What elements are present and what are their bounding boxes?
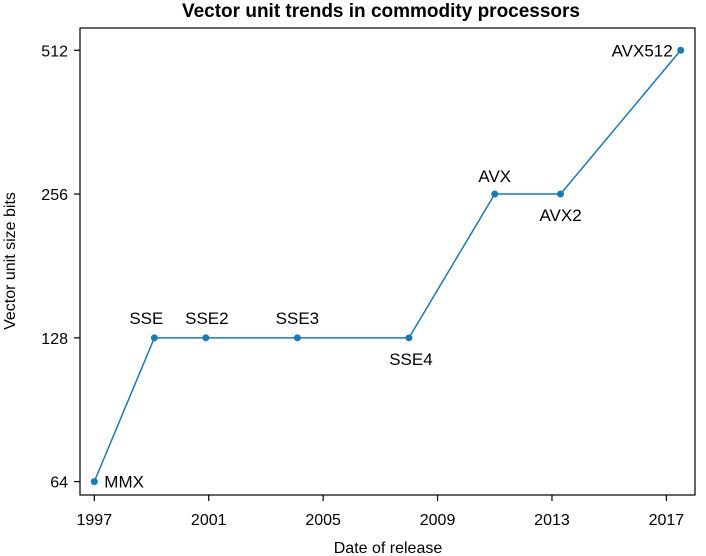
series-line <box>93 49 682 482</box>
data-point-sse2 <box>202 334 210 342</box>
point-label-sse3: SSE3 <box>276 309 319 328</box>
data-point-sse3 <box>293 334 301 342</box>
point-label-avx2: AVX2 <box>539 206 581 225</box>
series-layer: MMX SSE SSE2 SSE3 SSE4 AVX AVX2 AVX512 <box>90 41 685 492</box>
x-axis-label: Date of release <box>334 540 443 556</box>
x-tick-label: 1997 <box>77 512 113 529</box>
data-point-sse <box>150 334 158 342</box>
data-point-avx512 <box>677 46 685 54</box>
y-tick-label: 256 <box>41 187 68 204</box>
y-tick-label: 64 <box>50 475 68 492</box>
plot-frame <box>79 27 696 496</box>
x-tick-label: 2005 <box>305 512 341 529</box>
point-label-sse: SSE <box>129 309 163 328</box>
data-point-avx <box>491 190 499 198</box>
point-label-avx512: AVX512 <box>612 41 673 60</box>
x-tick-label: 2013 <box>534 512 570 529</box>
y-tick-label: 512 <box>41 43 68 60</box>
x-tick-label: 2017 <box>649 512 685 529</box>
chart-title: Vector unit trends in commodity processo… <box>182 1 580 22</box>
y-axis: 64 128 256 512 <box>41 43 80 492</box>
point-label-sse4: SSE4 <box>389 350 432 369</box>
data-point-sse4 <box>405 334 413 342</box>
x-tick-label: 2009 <box>420 512 456 529</box>
point-label-sse2: SSE2 <box>185 309 228 328</box>
data-point-avx2 <box>557 190 565 198</box>
x-axis: 1997 2001 2005 2009 2013 2017 <box>77 495 685 529</box>
y-tick-label: 128 <box>41 331 68 348</box>
point-label-avx: AVX <box>478 167 511 186</box>
point-label-mmx: MMX <box>104 473 144 492</box>
y-axis-label: Vector unit size bits <box>2 192 19 330</box>
data-point-mmx <box>90 478 98 486</box>
x-tick-label: 2001 <box>191 512 227 529</box>
